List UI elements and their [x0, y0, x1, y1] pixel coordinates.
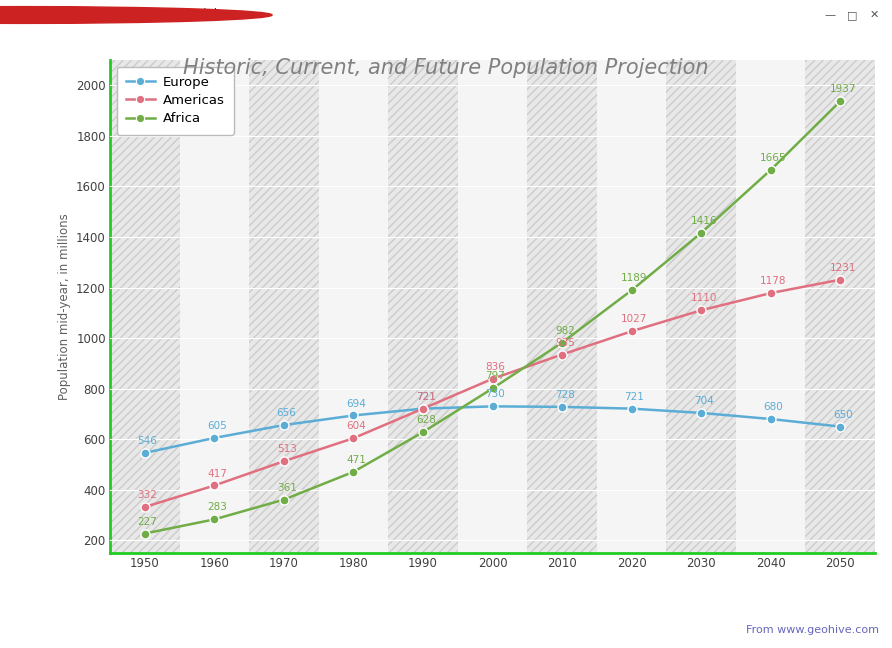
Europe	[765, 415, 776, 423]
Text: 604: 604	[346, 421, 366, 432]
Legend: Europe, Americas, Africa: Europe, Americas, Africa	[117, 67, 234, 135]
Text: 1937: 1937	[830, 84, 856, 94]
Europe	[209, 434, 219, 442]
Text: 1416: 1416	[690, 216, 717, 226]
Text: 417: 417	[207, 469, 227, 479]
Text: 694: 694	[346, 399, 366, 408]
Africa	[835, 97, 846, 105]
Bar	[527, 60, 597, 553]
Bar	[179, 60, 249, 553]
Y-axis label: Population mid-year, in millions: Population mid-year, in millions	[57, 213, 70, 400]
Text: 1231: 1231	[830, 262, 856, 273]
Europe	[557, 403, 567, 411]
Americas	[835, 276, 846, 284]
Text: 680: 680	[764, 402, 783, 412]
Africa	[209, 516, 219, 524]
Text: 721: 721	[416, 391, 435, 402]
Europe	[835, 422, 846, 430]
Text: 728: 728	[555, 390, 574, 400]
Line: Americas: Americas	[140, 275, 845, 511]
Europe	[139, 449, 150, 457]
Americas	[626, 327, 637, 335]
Text: 721: 721	[416, 391, 435, 402]
Text: 361: 361	[277, 483, 296, 492]
Text: 1665: 1665	[760, 153, 787, 163]
Bar	[458, 60, 527, 553]
Text: 797: 797	[485, 371, 505, 382]
Bar	[597, 60, 666, 553]
Bar	[318, 60, 388, 553]
Bar	[666, 60, 736, 553]
Text: 982: 982	[555, 326, 574, 336]
Text: VCL Charts: Line View Tutorial: VCL Charts: Line View Tutorial	[40, 8, 218, 21]
Africa	[626, 286, 637, 294]
Americas	[139, 503, 150, 511]
Bar	[805, 60, 875, 553]
Bar	[249, 60, 318, 553]
Bar	[736, 60, 805, 553]
Africa	[278, 496, 289, 503]
Africa	[557, 339, 567, 347]
Text: 650: 650	[833, 410, 853, 420]
Line: Africa: Africa	[140, 97, 845, 538]
Americas	[557, 351, 567, 358]
Africa	[417, 428, 428, 436]
Text: ✕: ✕	[870, 10, 879, 20]
Bar	[805, 60, 875, 553]
Text: Historic, Current, and Future Population Projection: Historic, Current, and Future Population…	[183, 58, 709, 78]
Americas	[348, 434, 359, 442]
Text: 1027: 1027	[621, 314, 648, 325]
Bar	[666, 60, 736, 553]
Text: 628: 628	[416, 415, 435, 425]
Text: 1178: 1178	[760, 276, 787, 286]
Bar	[249, 60, 318, 553]
Text: 605: 605	[207, 421, 227, 431]
Text: 656: 656	[277, 408, 296, 418]
Text: 704: 704	[694, 396, 714, 406]
Circle shape	[0, 6, 272, 23]
Europe	[487, 402, 498, 410]
Text: 730: 730	[485, 389, 505, 399]
Americas	[278, 457, 289, 465]
Americas	[696, 307, 706, 314]
Text: 332: 332	[137, 490, 158, 500]
Text: 513: 513	[277, 445, 296, 454]
Text: 721: 721	[624, 391, 644, 402]
Europe	[696, 409, 706, 417]
Bar	[388, 60, 458, 553]
Africa	[765, 166, 776, 174]
Europe	[626, 405, 637, 413]
Americas	[487, 375, 498, 383]
Africa	[348, 468, 359, 476]
Bar	[388, 60, 458, 553]
Text: —: —	[824, 10, 835, 20]
Europe	[417, 405, 428, 413]
Americas	[417, 405, 428, 413]
Line: Europe: Europe	[140, 402, 845, 457]
Text: 836: 836	[485, 362, 505, 372]
Americas	[209, 481, 219, 489]
Text: From www.geohive.com: From www.geohive.com	[746, 625, 879, 635]
Africa	[139, 529, 150, 537]
Text: 471: 471	[346, 455, 366, 465]
Text: □: □	[847, 10, 857, 20]
Europe	[348, 411, 359, 419]
Bar	[110, 60, 179, 553]
Africa	[487, 384, 498, 392]
Americas	[765, 289, 776, 297]
Bar	[527, 60, 597, 553]
Africa	[696, 229, 706, 237]
Text: 546: 546	[137, 436, 158, 446]
Text: 283: 283	[207, 502, 227, 513]
Text: 1189: 1189	[621, 273, 648, 283]
Europe	[278, 421, 289, 429]
Text: 227: 227	[137, 516, 158, 527]
Text: 935: 935	[555, 338, 574, 347]
Text: 1110: 1110	[690, 294, 717, 303]
Bar	[110, 60, 179, 553]
